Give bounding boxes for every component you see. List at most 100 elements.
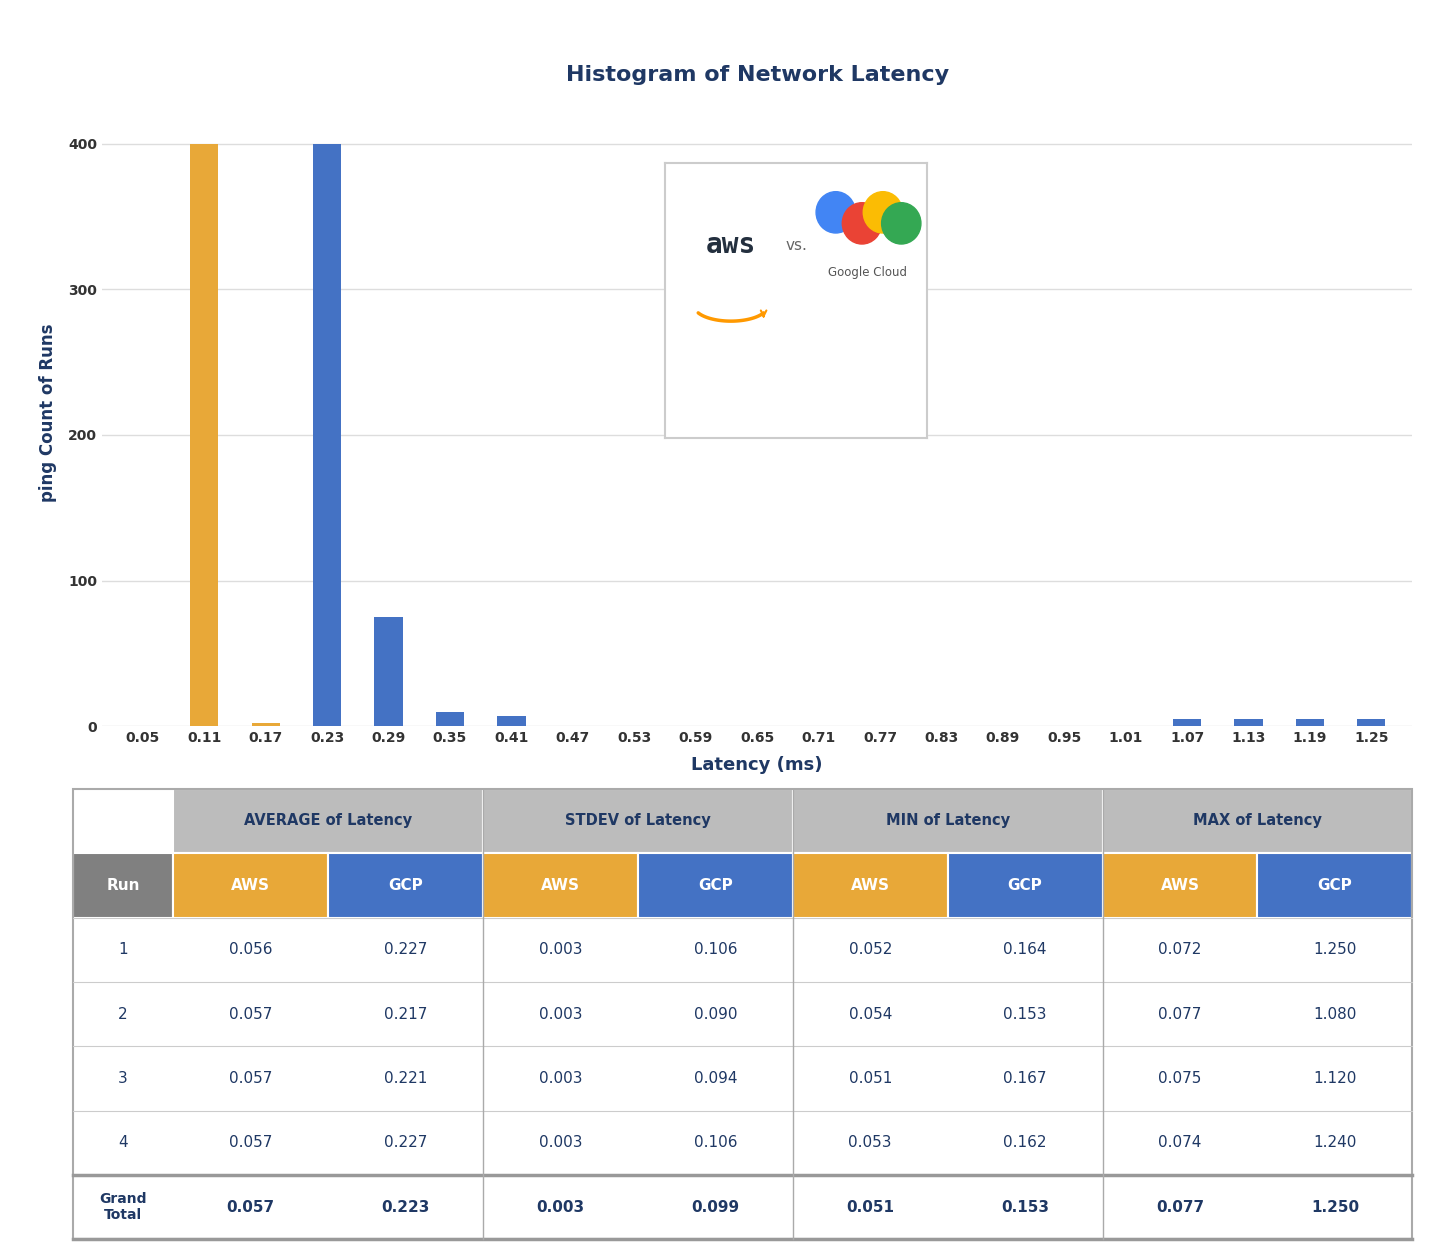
Bar	[1102, 789, 1412, 853]
Text: 0.223: 0.223	[381, 1199, 430, 1214]
Bar	[328, 1176, 483, 1239]
Text: 0.167: 0.167	[1003, 1070, 1047, 1085]
Bar	[638, 982, 794, 1047]
Text: 1: 1	[118, 943, 128, 958]
Bar	[435, 711, 464, 726]
Text: Grand
Total: Grand Total	[99, 1192, 147, 1222]
Bar	[328, 1047, 483, 1111]
Bar	[638, 853, 794, 918]
Text: 0.003: 0.003	[539, 943, 582, 958]
Text: AVERAGE of Latency: AVERAGE of Latency	[245, 814, 412, 829]
Bar	[173, 982, 328, 1047]
Bar	[1102, 982, 1258, 1047]
Bar	[638, 1111, 794, 1176]
Bar	[328, 1111, 483, 1176]
Bar	[483, 1047, 638, 1111]
Text: 0.052: 0.052	[849, 943, 893, 958]
Bar	[73, 918, 173, 982]
Text: 0.056: 0.056	[229, 943, 272, 958]
Bar	[173, 789, 483, 853]
Text: 1.250: 1.250	[1310, 1199, 1358, 1214]
Bar	[1102, 918, 1258, 982]
Bar	[948, 1176, 1102, 1239]
Bar	[1258, 1111, 1412, 1176]
Text: AWS: AWS	[542, 878, 579, 893]
Text: GCP: GCP	[1008, 878, 1042, 893]
Bar	[328, 918, 483, 982]
Bar	[1357, 719, 1386, 726]
Bar	[1296, 719, 1324, 726]
Bar	[483, 853, 638, 918]
Bar	[948, 918, 1102, 982]
Text: 0.057: 0.057	[227, 1199, 275, 1214]
Bar	[948, 853, 1102, 918]
Bar	[173, 1047, 328, 1111]
Bar	[794, 1176, 948, 1239]
Bar	[73, 1176, 173, 1239]
Text: 0.106: 0.106	[693, 1136, 737, 1151]
Bar	[638, 1176, 794, 1239]
Text: 0.003: 0.003	[536, 1199, 584, 1214]
Text: AWS: AWS	[850, 878, 890, 893]
Bar	[173, 918, 328, 982]
Bar	[1102, 1176, 1258, 1239]
Text: AWS: AWS	[1160, 878, 1200, 893]
Bar	[483, 918, 638, 982]
Text: 0.106: 0.106	[693, 943, 737, 958]
Text: 0.054: 0.054	[849, 1007, 893, 1022]
Bar	[191, 144, 218, 726]
Bar	[173, 853, 328, 918]
Text: 0.077: 0.077	[1159, 1007, 1201, 1022]
Text: 0.077: 0.077	[1156, 1199, 1204, 1214]
Text: 1.240: 1.240	[1313, 1136, 1357, 1151]
Bar	[1258, 918, 1412, 982]
Bar	[1258, 853, 1412, 918]
Text: 0.153: 0.153	[1003, 1007, 1047, 1022]
Bar	[794, 918, 948, 982]
Text: 0.153: 0.153	[1002, 1199, 1050, 1214]
Text: GCP: GCP	[697, 878, 732, 893]
Bar	[483, 982, 638, 1047]
Bar	[483, 789, 794, 853]
Bar	[328, 982, 483, 1047]
Text: 0.162: 0.162	[1003, 1136, 1047, 1151]
Bar	[73, 1047, 173, 1111]
Bar	[374, 617, 403, 726]
Bar	[1235, 719, 1262, 726]
Text: 1.250: 1.250	[1313, 943, 1357, 958]
Text: 0.057: 0.057	[229, 1007, 272, 1022]
Bar	[483, 1176, 638, 1239]
Bar	[794, 1111, 948, 1176]
Text: 0.164: 0.164	[1003, 943, 1047, 958]
Text: 0.074: 0.074	[1159, 1136, 1201, 1151]
Bar	[483, 1111, 638, 1176]
Text: 2: 2	[118, 1007, 128, 1022]
Text: 0.221: 0.221	[384, 1070, 427, 1085]
Bar	[794, 853, 948, 918]
Bar	[638, 1047, 794, 1111]
Text: 4: 4	[118, 1136, 128, 1151]
Text: 0.003: 0.003	[539, 1007, 582, 1022]
Bar	[1102, 1111, 1258, 1176]
Bar	[794, 1047, 948, 1111]
Bar	[1174, 719, 1201, 726]
Bar	[948, 982, 1102, 1047]
Bar	[1102, 853, 1258, 918]
Text: 0.053: 0.053	[849, 1136, 893, 1151]
Text: 0.094: 0.094	[693, 1070, 737, 1085]
Text: MIN of Latency: MIN of Latency	[885, 814, 1010, 829]
Legend: AWS, GCP: AWS, GCP	[111, 848, 342, 884]
Text: 0.075: 0.075	[1159, 1070, 1201, 1085]
Text: 0.057: 0.057	[229, 1136, 272, 1151]
Text: 1.080: 1.080	[1313, 1007, 1357, 1022]
Text: 0.057: 0.057	[229, 1070, 272, 1085]
Bar	[328, 853, 483, 918]
Text: STDEV of Latency: STDEV of Latency	[565, 814, 711, 829]
Bar	[252, 724, 280, 726]
Text: MAX of Latency: MAX of Latency	[1192, 814, 1322, 829]
Bar	[638, 918, 794, 982]
Bar	[1258, 1176, 1412, 1239]
Title: Histogram of Network Latency: Histogram of Network Latency	[565, 65, 949, 85]
Bar	[948, 1111, 1102, 1176]
Text: 0.090: 0.090	[693, 1007, 737, 1022]
